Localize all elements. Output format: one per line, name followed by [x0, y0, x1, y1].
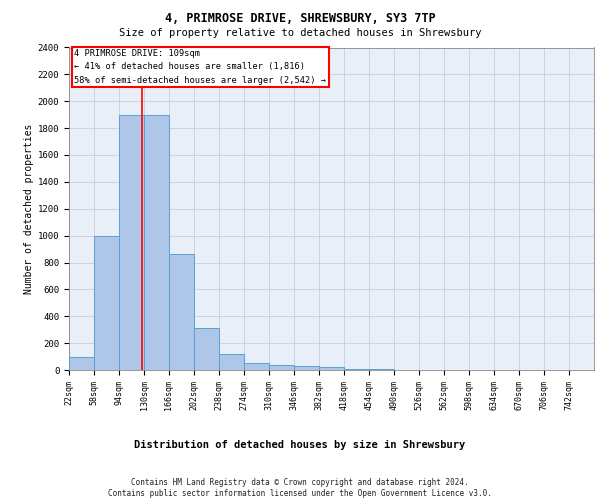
- Bar: [119, 114, 144, 370]
- Text: 4 PRIMROSE DRIVE: 109sqm
← 41% of detached houses are smaller (1,816)
58% of sem: 4 PRIMROSE DRIVE: 109sqm ← 41% of detach…: [74, 49, 326, 84]
- Bar: [319, 368, 344, 370]
- Bar: [269, 364, 294, 370]
- Text: 4, PRIMROSE DRIVE, SHREWSBURY, SY3 7TP: 4, PRIMROSE DRIVE, SHREWSBURY, SY3 7TP: [164, 12, 436, 26]
- Bar: [244, 364, 269, 370]
- Y-axis label: Number of detached properties: Number of detached properties: [23, 124, 34, 294]
- Bar: [169, 254, 194, 370]
- Text: Size of property relative to detached houses in Shrewsbury: Size of property relative to detached ho…: [119, 28, 481, 38]
- Bar: [144, 114, 169, 370]
- Bar: [294, 366, 319, 370]
- Bar: [344, 368, 369, 370]
- Text: Contains HM Land Registry data © Crown copyright and database right 2024.
Contai: Contains HM Land Registry data © Crown c…: [108, 478, 492, 498]
- Bar: [69, 356, 94, 370]
- Text: Distribution of detached houses by size in Shrewsbury: Distribution of detached houses by size …: [134, 440, 466, 450]
- Bar: [219, 354, 244, 370]
- Bar: [94, 236, 119, 370]
- Bar: [194, 328, 219, 370]
